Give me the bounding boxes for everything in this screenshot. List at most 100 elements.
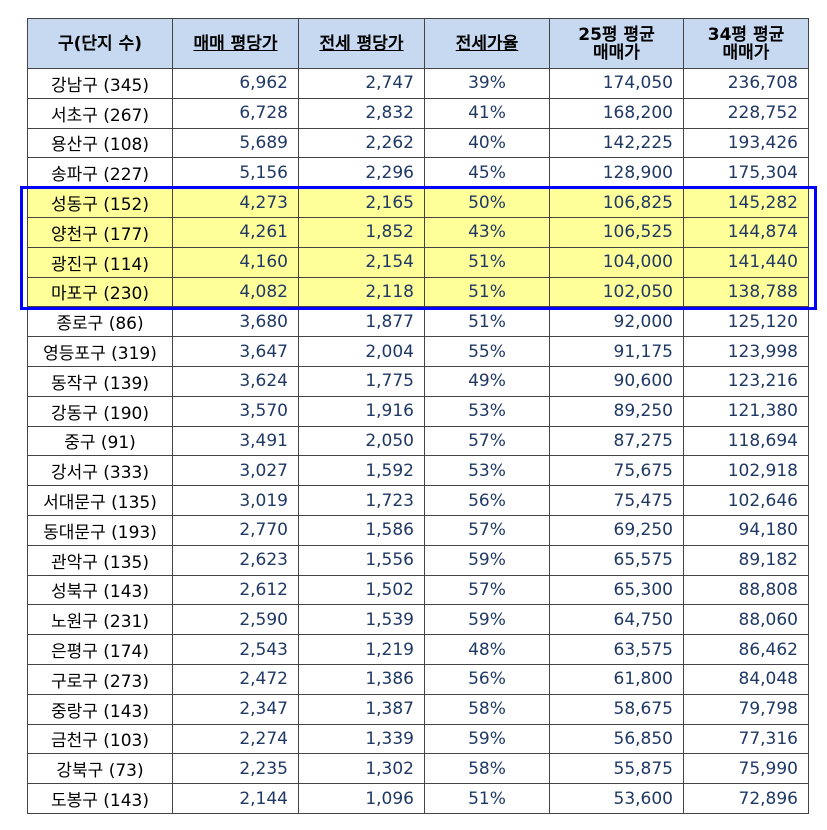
cell-25py-avg: 102,050	[549, 276, 684, 308]
table-row: 종로구 (86) 3,680 1,877 51% 92,000 125,120	[27, 306, 809, 338]
cell-sale-price: 5,156	[172, 157, 299, 189]
cell-jeonse-price: 1,386	[298, 663, 425, 695]
cell-jeonse-price: 1,539	[298, 604, 425, 636]
cell-jeonse-ratio: 51%	[424, 783, 550, 814]
cell-34py-avg: 123,998	[683, 336, 809, 367]
cell-34py-avg: 193,426	[683, 127, 809, 159]
cell-jeonse-ratio: 58%	[424, 753, 550, 785]
table-row: 중랑구 (143) 2,347 1,387 58% 58,675 79,798	[27, 693, 809, 725]
table-row: 은평구 (174) 2,543 1,219 48% 63,575 86,462	[27, 634, 809, 665]
header-34py-avg: 34평 평균 매매가	[683, 18, 809, 69]
table-row: 강남구 (345) 6,962 2,747 39% 174,050 236,708	[27, 68, 809, 99]
cell-sale-price: 3,027	[172, 455, 299, 487]
cell-25py-avg: 91,175	[549, 336, 684, 367]
cell-34py-avg: 94,180	[683, 514, 809, 546]
cell-jeonse-ratio: 51%	[424, 306, 550, 338]
table-row: 성북구 (143) 2,612 1,502 57% 65,300 88,808	[27, 574, 809, 606]
cell-sale-price: 2,472	[172, 663, 299, 695]
cell-district: 노원구 (231)	[27, 604, 173, 636]
cell-jeonse-price: 1,775	[298, 365, 425, 397]
cell-district: 종로구 (86)	[27, 306, 173, 338]
cell-district: 동작구 (139)	[27, 365, 173, 397]
district-price-table: 구(단지 수) 매매 평당가 전세 평당가 전세가율 25평 평균 매매가 34…	[27, 18, 809, 814]
cell-25py-avg: 168,200	[549, 97, 684, 129]
cell-jeonse-ratio: 55%	[424, 336, 550, 367]
cell-jeonse-price: 2,050	[298, 425, 425, 457]
cell-jeonse-ratio: 59%	[424, 604, 550, 636]
cell-34py-avg: 144,874	[683, 216, 809, 248]
table-row: 성동구 (152) 4,273 2,165 50% 106,825 145,282	[27, 187, 809, 218]
cell-district: 중구 (91)	[27, 425, 173, 457]
cell-district: 강서구 (333)	[27, 455, 173, 487]
cell-25py-avg: 142,225	[549, 127, 684, 159]
cell-jeonse-ratio: 53%	[424, 455, 550, 487]
cell-jeonse-ratio: 56%	[424, 663, 550, 695]
table-row: 강북구 (73) 2,235 1,302 58% 55,875 75,990	[27, 753, 809, 785]
table-row: 도봉구 (143) 2,144 1,096 51% 53,600 72,896	[27, 783, 809, 814]
cell-jeonse-price: 1,387	[298, 693, 425, 725]
table-row: 용산구 (108) 5,689 2,262 40% 142,225 193,426	[27, 127, 809, 159]
table-row: 강서구 (333) 3,027 1,592 53% 75,675 102,918	[27, 455, 809, 487]
cell-jeonse-ratio: 48%	[424, 634, 550, 665]
cell-25py-avg: 63,575	[549, 634, 684, 665]
cell-district: 강동구 (190)	[27, 395, 173, 427]
cell-jeonse-ratio: 45%	[424, 157, 550, 189]
cell-jeonse-ratio: 50%	[424, 187, 550, 218]
cell-district: 광진구 (114)	[27, 246, 173, 278]
cell-25py-avg: 61,800	[549, 663, 684, 695]
cell-jeonse-price: 1,877	[298, 306, 425, 338]
cell-25py-avg: 65,300	[549, 574, 684, 606]
cell-jeonse-price: 1,219	[298, 634, 425, 665]
cell-jeonse-ratio: 58%	[424, 693, 550, 725]
cell-jeonse-price: 1,852	[298, 216, 425, 248]
cell-34py-avg: 175,304	[683, 157, 809, 189]
header-jeonse-ratio: 전세가율	[424, 18, 550, 69]
header-25py-avg: 25평 평균 매매가	[549, 18, 684, 69]
cell-sale-price: 4,160	[172, 246, 299, 278]
cell-34py-avg: 72,896	[683, 783, 809, 814]
cell-jeonse-price: 2,747	[298, 68, 425, 99]
table-row: 중구 (91) 3,491 2,050 57% 87,275 118,694	[27, 425, 809, 457]
cell-jeonse-ratio: 59%	[424, 723, 550, 755]
cell-district: 마포구 (230)	[27, 276, 173, 308]
table-row: 동작구 (139) 3,624 1,775 49% 90,600 123,216	[27, 365, 809, 397]
cell-jeonse-ratio: 39%	[424, 68, 550, 99]
table-body: 강남구 (345) 6,962 2,747 39% 174,050 236,708 서초구 …	[27, 68, 809, 814]
table-row: 송파구 (227) 5,156 2,296 45% 128,900 175,304	[27, 157, 809, 189]
cell-jeonse-price: 1,302	[298, 753, 425, 785]
cell-34py-avg: 79,798	[683, 693, 809, 725]
cell-25py-avg: 75,675	[549, 455, 684, 487]
cell-sale-price: 2,623	[172, 544, 299, 576]
header-row: 구(단지 수) 매매 평당가 전세 평당가 전세가율 25평 평균 매매가 34…	[27, 18, 809, 69]
cell-sale-price: 2,543	[172, 634, 299, 665]
cell-jeonse-ratio: 41%	[424, 97, 550, 129]
header-34py-line2: 매매가	[722, 42, 770, 63]
cell-sale-price: 2,235	[172, 753, 299, 785]
cell-25py-avg: 55,875	[549, 753, 684, 785]
cell-district: 용산구 (108)	[27, 127, 173, 159]
cell-25py-avg: 106,525	[549, 216, 684, 248]
cell-34py-avg: 138,788	[683, 276, 809, 308]
cell-jeonse-ratio: 49%	[424, 365, 550, 397]
cell-district: 강남구 (345)	[27, 68, 173, 99]
cell-jeonse-price: 2,165	[298, 187, 425, 218]
cell-34py-avg: 123,216	[683, 365, 809, 397]
cell-jeonse-price: 1,592	[298, 455, 425, 487]
cell-jeonse-price: 2,832	[298, 97, 425, 129]
cell-jeonse-price: 2,154	[298, 246, 425, 278]
table-container: 구(단지 수) 매매 평당가 전세 평당가 전세가율 25평 평균 매매가 34…	[27, 18, 809, 814]
table-row: 노원구 (231) 2,590 1,539 59% 64,750 88,060	[27, 604, 809, 636]
cell-25py-avg: 75,475	[549, 485, 684, 516]
cell-sale-price: 2,612	[172, 574, 299, 606]
cell-jeonse-price: 1,916	[298, 395, 425, 427]
header-25py-line1: 25평 평균	[578, 24, 655, 45]
header-34py-line1: 34평 평균	[707, 24, 785, 45]
cell-district: 중랑구 (143)	[27, 693, 173, 725]
cell-25py-avg: 92,000	[549, 306, 684, 338]
cell-jeonse-ratio: 43%	[424, 216, 550, 248]
cell-sale-price: 5,689	[172, 127, 299, 159]
cell-jeonse-ratio: 57%	[424, 574, 550, 606]
table-row: 서대문구 (135) 3,019 1,723 56% 75,475 102,646	[27, 485, 809, 516]
cell-25py-avg: 69,250	[549, 514, 684, 546]
cell-jeonse-price: 1,723	[298, 485, 425, 516]
